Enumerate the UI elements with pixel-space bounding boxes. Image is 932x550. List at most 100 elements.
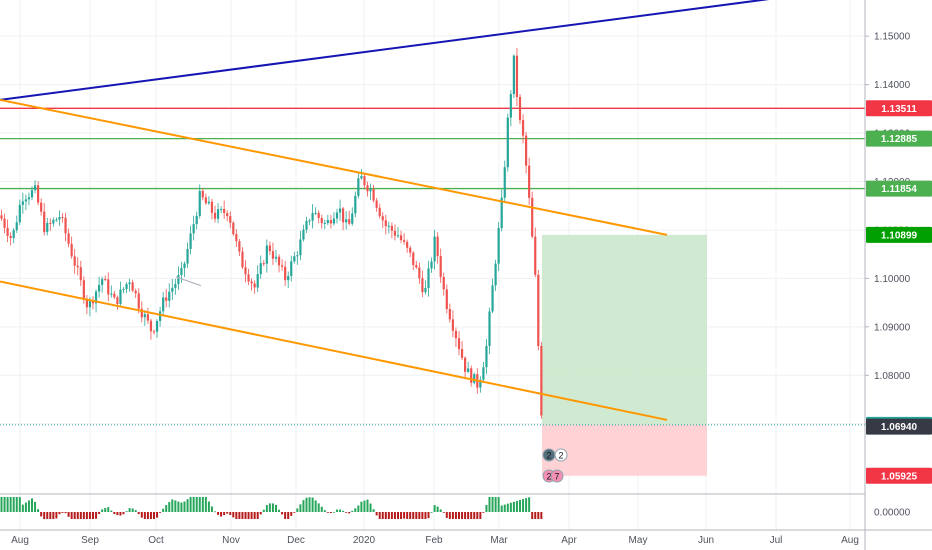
candle-body <box>70 243 73 257</box>
oscillator-bar <box>454 512 457 519</box>
candle <box>473 372 476 385</box>
candle-body <box>107 279 110 295</box>
oscillator-bar <box>433 505 436 512</box>
candle-body <box>67 233 70 244</box>
oscillator-bar <box>287 512 290 519</box>
candle <box>67 228 70 248</box>
candle-body <box>305 220 308 230</box>
candle-body <box>268 245 271 252</box>
candle <box>308 218 311 226</box>
candle-body <box>537 274 540 347</box>
oscillator-bar <box>284 512 287 519</box>
event-badge-label: 2 <box>546 472 551 482</box>
candle-body <box>360 176 363 179</box>
candle <box>12 228 15 244</box>
candle <box>52 217 55 227</box>
candle-body <box>403 240 406 242</box>
oscillator-bar <box>534 512 537 519</box>
oscillator-bar <box>332 511 335 513</box>
oscillator-bar <box>439 509 442 512</box>
oscillator-bar <box>195 497 198 512</box>
candle-body <box>24 199 27 202</box>
candle-body <box>40 202 43 212</box>
oscillator-bar <box>143 512 146 519</box>
candle <box>393 224 397 241</box>
candle <box>116 295 119 310</box>
candle-body <box>98 284 101 292</box>
candle <box>378 203 381 219</box>
oscillator-bar <box>156 512 159 518</box>
resistance-3-tag: 1.11854 <box>866 180 932 197</box>
candle-body <box>43 211 46 233</box>
candle <box>162 291 165 317</box>
candle <box>149 318 153 340</box>
candle-body <box>534 236 537 275</box>
candle <box>30 186 34 201</box>
oscillator-bar <box>113 512 116 515</box>
candle-body <box>302 229 305 240</box>
oscillator-bar <box>128 508 131 512</box>
oscillator-bar <box>88 512 91 519</box>
candle-body <box>332 218 336 224</box>
candle <box>76 257 79 276</box>
candle <box>37 181 40 206</box>
oscillator-bar <box>174 500 177 512</box>
candle-body <box>363 176 366 186</box>
candle-body <box>52 219 55 224</box>
candle-body <box>198 190 201 216</box>
candle <box>430 257 433 273</box>
oscillator-bar <box>82 512 85 519</box>
candle-body <box>213 212 217 219</box>
candle <box>104 275 107 281</box>
candle <box>387 221 390 234</box>
stop-loss-tag-label: 1.05925 <box>881 471 918 482</box>
candle-body <box>488 311 491 346</box>
candle-body <box>354 195 357 214</box>
oscillator-bar <box>317 503 320 512</box>
oscillator-bar <box>131 508 134 512</box>
last-price-tag: 1.06940 <box>866 418 932 435</box>
oscillator-bar <box>3 497 6 512</box>
candle <box>515 47 519 107</box>
candle <box>390 222 393 239</box>
oscillator-bar <box>253 512 256 519</box>
oscillator-bar <box>183 501 186 512</box>
oscillator-bar <box>467 512 470 519</box>
candle-body <box>195 215 198 225</box>
candle <box>247 268 250 286</box>
candle <box>525 131 528 174</box>
candle <box>284 261 287 286</box>
oscillator-bar <box>0 497 3 512</box>
candle <box>180 261 183 283</box>
oscillator-bar <box>201 497 204 512</box>
oscillator-bar <box>430 511 433 513</box>
candle-body <box>296 255 299 257</box>
price-candles <box>0 47 543 419</box>
candle <box>192 215 195 241</box>
candle-body <box>137 293 140 309</box>
candle <box>460 341 464 360</box>
candle-body <box>49 222 52 224</box>
candle <box>134 288 137 298</box>
candle <box>232 221 235 237</box>
candle <box>55 217 58 222</box>
candle <box>512 54 515 98</box>
oscillator-bar <box>67 512 70 517</box>
candle <box>451 310 454 338</box>
oscillator-bar <box>52 512 55 519</box>
candle <box>427 260 430 297</box>
oscillator-bar <box>326 512 329 513</box>
resistance-2-tag: 1.12885 <box>866 130 932 147</box>
candle-body <box>378 207 381 217</box>
candle <box>317 210 320 224</box>
candle-body <box>110 293 113 295</box>
candle-body <box>540 346 543 416</box>
candle <box>27 192 31 206</box>
candle-body <box>165 297 168 301</box>
candle-body <box>387 225 390 227</box>
oscillator-bar <box>262 509 265 512</box>
candle <box>268 241 271 256</box>
candle-body <box>94 291 98 304</box>
